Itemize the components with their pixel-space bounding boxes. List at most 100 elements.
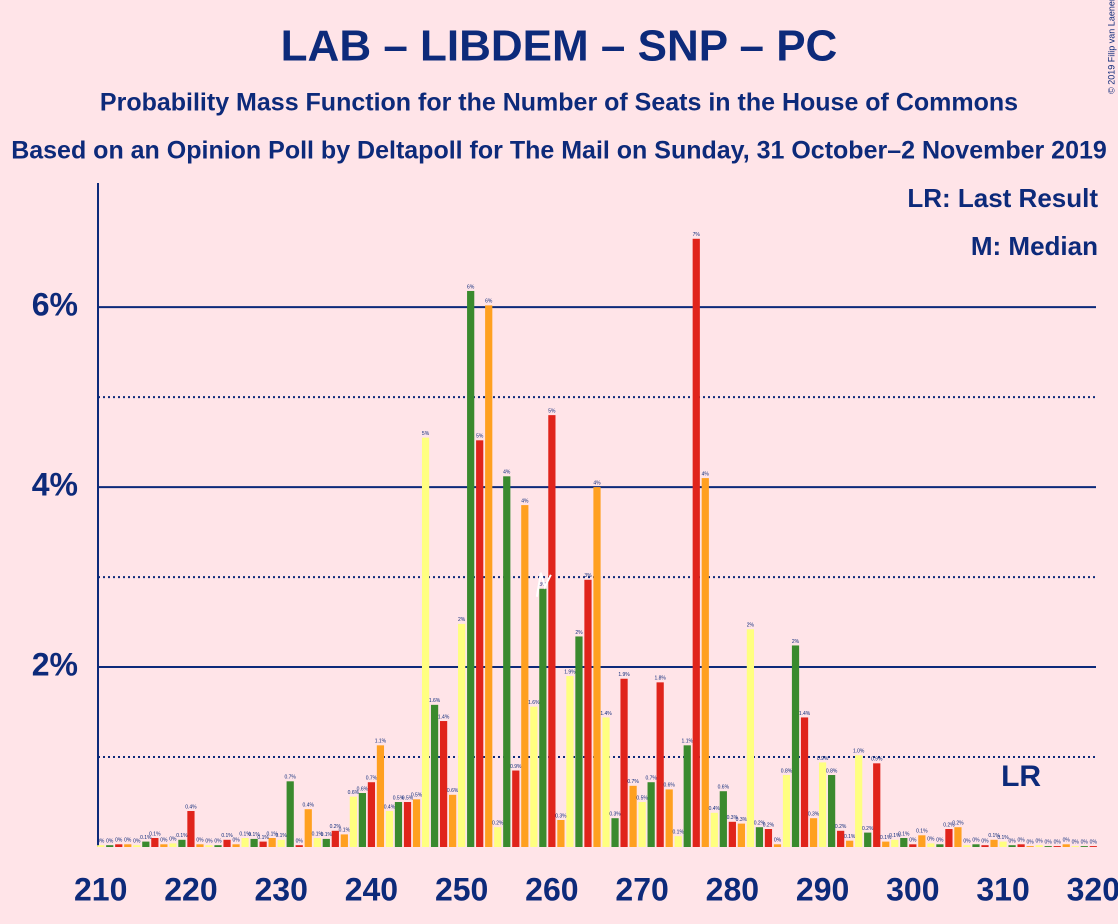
value-label: 0.6% (718, 785, 730, 791)
bar (512, 770, 520, 847)
x-tick-label: 280 (706, 871, 759, 907)
bar (972, 844, 980, 847)
value-label: 0.1% (176, 833, 188, 839)
bar (458, 623, 466, 847)
value-label: 0% (981, 839, 989, 845)
legend-entry: LR: Last Result (907, 183, 1098, 213)
bar (214, 845, 222, 847)
value-label: 0.4% (709, 806, 721, 812)
value-label: 1.8% (654, 676, 666, 682)
bar (1035, 845, 1043, 847)
bar (665, 789, 673, 847)
bar (809, 818, 818, 847)
value-label: 0.1% (844, 834, 856, 840)
bar (963, 845, 971, 847)
bar (106, 845, 114, 847)
value-label: 0% (160, 838, 168, 844)
value-label: 0.8% (781, 768, 793, 774)
value-label: 2% (575, 630, 583, 636)
bar (674, 836, 682, 847)
value-label: 0.9% (510, 764, 522, 770)
value-label: 0% (1045, 839, 1053, 845)
x-tick-label: 310 (976, 871, 1029, 907)
bar (151, 838, 159, 847)
bar (818, 762, 827, 847)
value-label: 1.6% (429, 698, 441, 704)
value-label: 0% (133, 839, 141, 845)
value-label: 0.2% (754, 821, 766, 827)
value-label: 0% (1008, 839, 1016, 845)
value-label: 0% (972, 838, 980, 844)
x-tick-label: 260 (525, 871, 578, 907)
bar (439, 721, 448, 847)
bar (864, 832, 872, 847)
value-label: 0.7% (645, 776, 657, 782)
bar (647, 782, 655, 847)
value-label: 0.1% (140, 835, 152, 841)
bar (782, 775, 791, 847)
bar (331, 830, 339, 847)
bar (1017, 844, 1025, 847)
bar (403, 802, 412, 847)
value-label: 0.6% (663, 783, 675, 789)
value-label: 1.9% (618, 672, 630, 678)
bar (485, 305, 493, 847)
value-label: 0.1% (312, 831, 324, 837)
bar (394, 802, 403, 847)
value-label: 1.4% (600, 711, 612, 717)
bar (1080, 846, 1088, 847)
value-label: 0% (936, 838, 944, 844)
bar (421, 437, 430, 847)
value-label: 0.1% (239, 831, 251, 837)
bar (124, 844, 132, 847)
bar (304, 809, 312, 847)
value-label: 0.1% (257, 835, 269, 841)
copyright: © 2019 Filip van Laenen (1106, 0, 1116, 94)
value-label: 0.3% (736, 817, 748, 823)
value-label: 0% (115, 838, 123, 844)
bar (773, 844, 782, 847)
value-label: 0.3% (727, 815, 739, 821)
bar (503, 476, 511, 847)
bar (629, 785, 637, 847)
bar (115, 844, 123, 847)
value-label: 0% (296, 839, 304, 845)
bar (178, 839, 186, 847)
value-label: 0.1% (673, 830, 685, 836)
value-label: 5% (476, 434, 484, 440)
bar (530, 706, 538, 847)
bar (927, 843, 935, 847)
value-label: 4% (521, 498, 529, 504)
bar (349, 796, 357, 847)
bar (241, 838, 249, 847)
bar (160, 844, 168, 847)
value-label: 0.1% (988, 833, 1000, 839)
value-label: 0.4% (303, 803, 315, 809)
value-label: 0.6% (357, 786, 369, 792)
bar (430, 704, 439, 847)
bar (295, 845, 303, 847)
bar (918, 835, 926, 847)
value-label: 0.7% (366, 776, 378, 782)
bar (1026, 846, 1034, 847)
value-label: 0.1% (880, 835, 892, 841)
x-tick-label: 210 (74, 871, 127, 907)
value-label: 1.4% (799, 711, 811, 717)
value-label: 0.2% (330, 824, 342, 830)
value-label: 1.1% (682, 739, 694, 745)
value-label: 0% (1036, 839, 1044, 845)
bar (855, 755, 863, 847)
legend-entry: M: Median (971, 231, 1098, 261)
bar (449, 794, 457, 847)
value-label: 2% (747, 623, 755, 629)
x-tick-label: 240 (345, 871, 398, 907)
bar (593, 487, 601, 847)
value-label: 0% (927, 837, 935, 843)
value-label: 0.1% (248, 832, 260, 838)
bar (719, 791, 727, 847)
value-label: 0% (1017, 838, 1025, 844)
bar (133, 845, 141, 847)
bar (1053, 846, 1061, 847)
value-label: 0.1% (221, 833, 233, 839)
